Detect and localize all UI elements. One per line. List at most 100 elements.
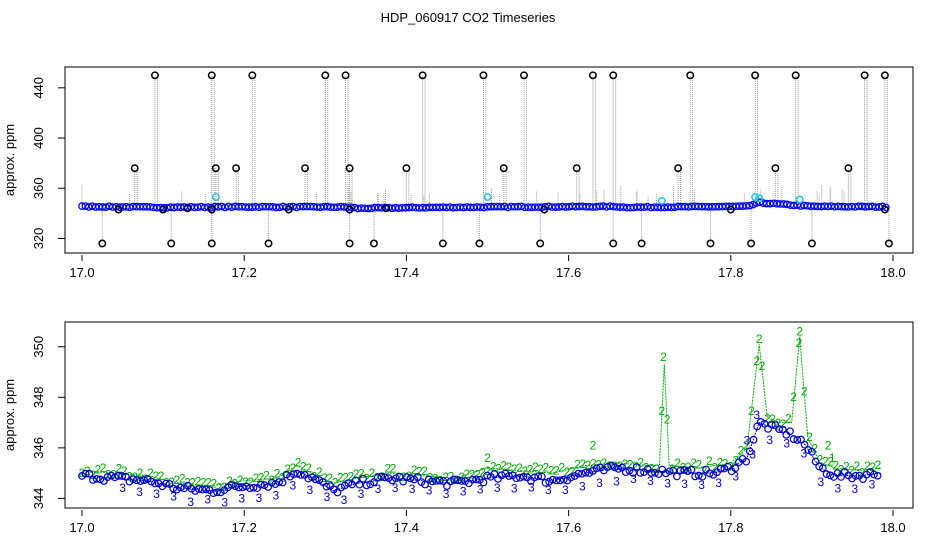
mid-point [284, 205, 293, 214]
data-point [297, 470, 305, 479]
marker-2: 2 [664, 412, 671, 426]
data-point [370, 478, 378, 487]
green-markers: 2222222222222222222222222222222222222222… [79, 325, 882, 495]
x-tick-label: 17.6 [556, 265, 581, 280]
chart-title: HDP_060917 CO2 Timeseries [380, 10, 556, 25]
dip-point [345, 239, 354, 248]
x-tick-label: 17.4 [394, 265, 419, 280]
marker-3: 3 [647, 474, 654, 488]
data-point [490, 470, 499, 478]
blue-markers: 3 3 3 3 3 3 3 3 3 33 3 3 3 3 3 3 3 3 3 3 3 3 3 3 3 3 3 3 3 3 3 3 3 3 3 333 3… [78, 408, 882, 509]
data-point [676, 466, 685, 475]
marker-3: 3 [511, 481, 518, 495]
marker-2: 2 [253, 471, 260, 485]
marker-3: 3 [732, 470, 739, 484]
y-tick-label: 440 [31, 77, 46, 99]
data-point [826, 471, 835, 480]
marker-3: 3 [136, 485, 143, 499]
marker-3: 3 [800, 446, 807, 460]
spike-point [751, 71, 760, 80]
marker-2: 2 [785, 411, 792, 425]
data-point [530, 473, 539, 482]
x-tick-label: 17.0 [69, 265, 94, 280]
data-point [118, 472, 127, 480]
data-point [468, 475, 477, 484]
data-point [786, 427, 794, 436]
spike-point [207, 71, 216, 80]
marker-3: 3 [749, 448, 756, 462]
marker-2: 2 [553, 463, 560, 477]
data-point [238, 483, 247, 492]
marker-2: 2 [348, 470, 355, 484]
marker-2: 2 [326, 471, 333, 485]
marker-2: 2 [511, 462, 518, 476]
marker-2: 2 [825, 438, 832, 452]
marker-3: 3 [494, 481, 501, 495]
marker-3: 3 [477, 482, 484, 496]
marker-2: 2 [832, 458, 839, 472]
data-point [665, 467, 674, 476]
marker-2: 2 [474, 467, 481, 481]
data-point [453, 476, 462, 485]
marker-2: 2 [764, 411, 771, 425]
marker-2: 2 [458, 470, 465, 484]
data-point [581, 468, 590, 477]
marker-2: 2 [237, 473, 244, 487]
data-point [483, 471, 491, 480]
data-point [578, 469, 586, 478]
marker-2: 2 [817, 452, 824, 466]
spike-point [232, 164, 241, 173]
dip-point [706, 239, 715, 248]
marker-2: 2 [416, 464, 423, 478]
data-point [92, 474, 101, 483]
marker-3: 3 [358, 487, 365, 501]
marker-2: 2 [695, 458, 702, 472]
marker-2: 2 [516, 461, 523, 475]
marker-2: 2 [690, 456, 697, 470]
marker-2: 2 [743, 438, 750, 452]
data-point [362, 481, 371, 490]
data-point [162, 479, 170, 488]
data-point [267, 478, 276, 487]
data-point [512, 474, 521, 483]
marker-2: 2 [564, 465, 571, 479]
data-point [687, 465, 696, 474]
data-point [808, 447, 816, 456]
data-point [815, 462, 824, 471]
data-point [705, 469, 714, 478]
marker-2: 2 [717, 456, 724, 470]
marker-2: 2 [627, 458, 634, 472]
spike-point [609, 71, 618, 80]
y-axis-title: approx. ppm [2, 379, 17, 451]
marker-2: 2 [759, 359, 766, 373]
marker-2: 2 [142, 472, 149, 486]
cyan-point [751, 193, 760, 201]
data-point [103, 473, 112, 481]
marker-2: 2 [295, 456, 302, 470]
data-point [534, 472, 543, 481]
dip-point [207, 239, 216, 248]
marker-2: 2 [543, 461, 550, 475]
data-point [519, 472, 528, 481]
data-point [121, 472, 130, 481]
marker-2: 2 [263, 468, 270, 482]
spike-point [499, 164, 508, 173]
mid-point [880, 205, 889, 214]
dip-point [609, 239, 618, 248]
marker-2: 2 [811, 441, 818, 455]
spike-point [130, 164, 139, 173]
marker-2: 2 [585, 458, 592, 472]
marker-2: 2 [137, 466, 144, 480]
dip-point [747, 239, 756, 248]
x-tick-label: 17.8 [718, 520, 743, 535]
data-point [395, 472, 404, 481]
data-point [432, 476, 440, 485]
bottom-panel: 17.0 17.2 17.4 17.6 17.8 18.0 344 346 348 350 appr… [2, 321, 914, 535]
marker-3: 3 [545, 483, 552, 497]
marker-3: 3 [579, 479, 586, 493]
marker-2: 2 [660, 350, 667, 364]
marker-2: 2 [548, 463, 555, 477]
marker-2: 2 [116, 462, 123, 476]
y-tick-label: 400 [31, 127, 46, 149]
marker-2: 2 [622, 457, 629, 471]
